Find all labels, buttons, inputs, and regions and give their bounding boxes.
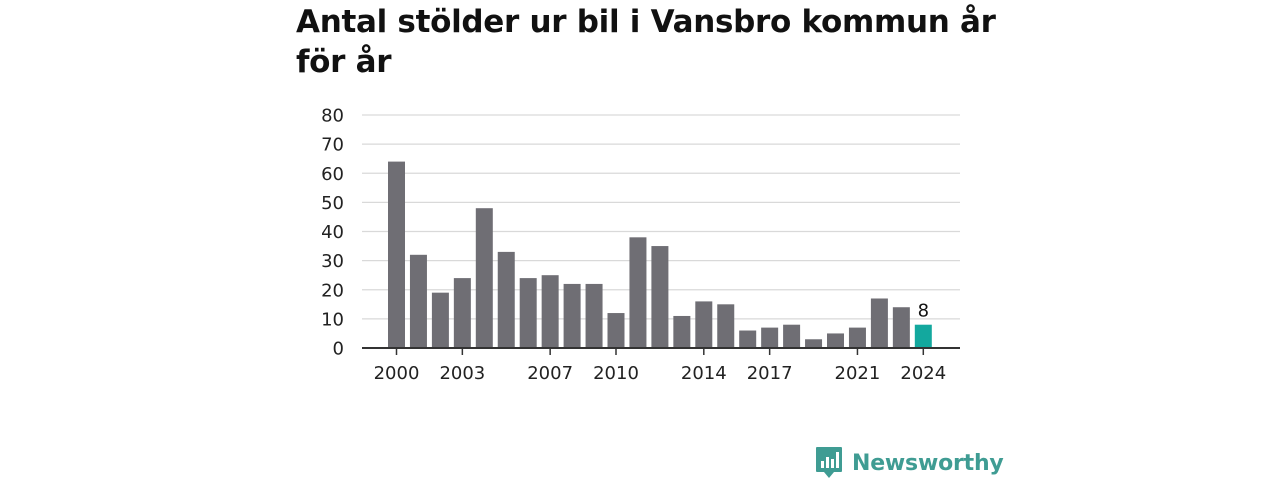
bar-2021: [848, 327, 866, 348]
bar-2024: [914, 324, 932, 348]
bar-2000: [388, 161, 405, 348]
y-tick-label: 20: [321, 280, 344, 301]
y-tick-label: 80: [321, 106, 344, 127]
bar-2020: [827, 333, 844, 348]
bar-2013: [673, 315, 691, 348]
x-tick-label: 2007: [527, 363, 573, 384]
y-tick-label: 60: [321, 164, 344, 185]
bar-2001: [409, 254, 427, 348]
y-tick-label: 0: [333, 339, 344, 360]
x-tick-label: 2000: [374, 363, 420, 384]
bar-2005: [497, 251, 515, 348]
x-tick-label: 2010: [593, 363, 639, 384]
bar-2018: [783, 324, 801, 348]
y-tick-label: 10: [321, 309, 344, 330]
y-tick-label: 30: [321, 251, 344, 272]
chart-title: Antal stölder ur bil i Vansbro kommun år…: [296, 4, 996, 80]
brand-name: Newsworthy: [852, 450, 1004, 476]
x-tick-label: 2021: [835, 363, 881, 384]
bar-2014: [695, 301, 713, 348]
x-tick-label: 2017: [747, 363, 793, 384]
x-tick-label: 2003: [439, 363, 485, 384]
bar-2010: [607, 313, 625, 348]
bar-2004: [475, 208, 493, 348]
bar-2002: [431, 292, 449, 348]
bars: [388, 161, 932, 348]
bar-2011: [629, 237, 647, 348]
x-axis: 2000 2003 2007 2010 2014 2017 2021 2024: [362, 347, 960, 384]
bar-2008: [563, 283, 581, 348]
x-tick-label: 2014: [681, 363, 727, 384]
bar-2017: [761, 327, 779, 348]
x-tick-label: 2024: [900, 363, 946, 384]
newsworthy-brand[interactable]: Newsworthy: [815, 446, 1004, 480]
bar-2003: [453, 278, 471, 348]
bar-2023: [892, 307, 910, 348]
bar-2012: [651, 246, 669, 348]
y-tick-label: 40: [321, 222, 344, 243]
bar-2022: [870, 298, 888, 348]
y-tick-label: 50: [321, 193, 344, 214]
y-tick-label: 70: [321, 135, 344, 156]
bar-2007: [541, 275, 559, 348]
bar-2015: [717, 304, 735, 348]
bar-2009: [585, 283, 603, 348]
bar-2016: [739, 330, 757, 348]
bar-chart-speech-bubble-icon: [816, 447, 842, 478]
value-labels: 8: [918, 301, 929, 322]
bar-2019: [805, 339, 823, 348]
bar-2006: [519, 278, 537, 348]
data-label: 8: [918, 301, 929, 322]
y-axis-ticks: 0 10 20 30 40 50 60 70 80: [321, 106, 344, 360]
